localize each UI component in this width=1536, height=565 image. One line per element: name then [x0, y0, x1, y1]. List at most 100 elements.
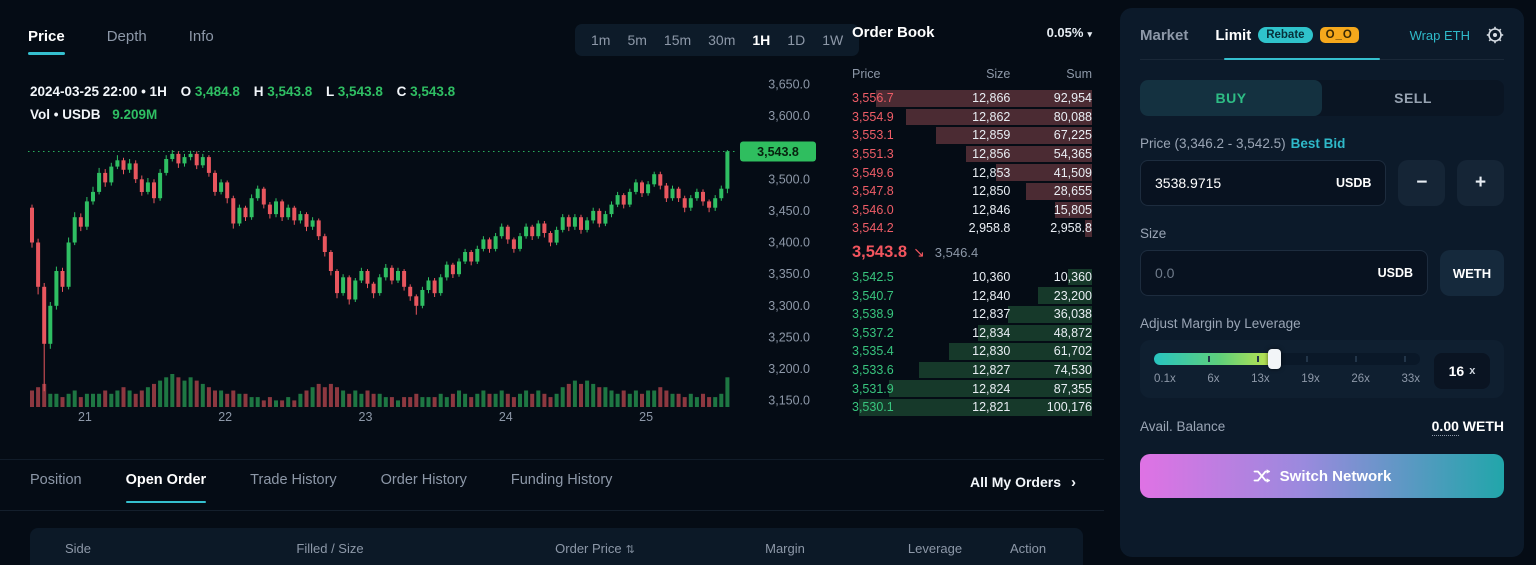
- leverage-mark-13x[interactable]: 13x: [1251, 373, 1270, 385]
- legend-low-label: L: [326, 84, 335, 99]
- chart-tab-depth[interactable]: Depth: [106, 28, 147, 45]
- order-book-ask-row[interactable]: 3,544.2 2,958.8 2,958.8: [852, 219, 1092, 238]
- order-book-column-headers: Price Size Sum: [852, 67, 1092, 81]
- order-book-bid-row[interactable]: 3,538.9 12,837 36,038: [852, 305, 1092, 324]
- timeframe-1h[interactable]: 1H: [752, 32, 771, 48]
- candlestick-chart[interactable]: 3,650.03,600.03,550.03,500.03,450.03,400…: [28, 72, 822, 424]
- active-tab-underline: [1224, 58, 1380, 60]
- orders-tab-trade-history[interactable]: Trade History: [250, 472, 337, 488]
- price-increment-button[interactable]: +: [1457, 160, 1504, 206]
- order-book-bid-row[interactable]: 3,542.5 10,360 10,360: [852, 268, 1092, 287]
- orders-col-margin: Margin: [765, 540, 805, 556]
- slider-tick: [1404, 356, 1406, 362]
- order-book-ask-row[interactable]: 3,547.8 12,850 28,655: [852, 182, 1092, 201]
- settings-gear-icon[interactable]: [1486, 26, 1504, 44]
- timeframe-1w[interactable]: 1W: [822, 32, 844, 48]
- chart-tab-price[interactable]: Price: [28, 28, 65, 55]
- orders-tab-position[interactable]: Position: [30, 472, 82, 488]
- timeframe-30m[interactable]: 30m: [708, 32, 736, 48]
- order-book-bid-row[interactable]: 3,540.7 12,840 23,200: [852, 286, 1092, 305]
- size-input[interactable]: [1155, 265, 1378, 281]
- order-book-bid-row[interactable]: 3,530.1 12,821 100,176: [852, 398, 1092, 417]
- order-book-mid-row[interactable]: 3,543.8 ↘ 3,546.4: [852, 238, 1092, 268]
- size-field-label: Size: [1140, 226, 1167, 241]
- shuffle-icon: [1253, 469, 1270, 483]
- emote-badge: O_O: [1319, 27, 1359, 43]
- timeframe-15m[interactable]: 15m: [663, 32, 692, 48]
- timeframe-5m[interactable]: 5m: [627, 32, 647, 48]
- order-book-ask-row[interactable]: 3,546.0 12,846 15,805: [852, 201, 1092, 220]
- available-balance-value: 0.00: [1431, 418, 1459, 436]
- svg-text:23: 23: [359, 410, 373, 424]
- leverage-value-box[interactable]: 16 x: [1434, 353, 1490, 389]
- timeframe-1d[interactable]: 1D: [787, 32, 806, 48]
- leverage-mark-19x[interactable]: 19x: [1301, 373, 1320, 385]
- leverage-mark-33x[interactable]: 33x: [1401, 373, 1420, 385]
- sell-button[interactable]: SELL: [1394, 90, 1432, 106]
- svg-text:3,600.0: 3,600.0: [768, 109, 810, 123]
- ob-sum: 100,176: [1046, 400, 1092, 415]
- chart-tab-info[interactable]: Info: [188, 28, 214, 45]
- order-book-ask-row[interactable]: 3,553.1 12,859 67,225: [852, 126, 1092, 145]
- order-book-ask-row[interactable]: 3,551.3 12,856 54,365: [852, 145, 1092, 164]
- legend-high-label: H: [253, 84, 264, 99]
- legend-open-value: 3,484.8: [194, 84, 240, 99]
- wrap-eth-link[interactable]: Wrap ETH: [1409, 27, 1470, 43]
- orders-tab-funding-history[interactable]: Funding History: [510, 472, 613, 488]
- ob-price: 3,531.9: [852, 381, 894, 396]
- price-input[interactable]: [1155, 175, 1336, 191]
- order-book-bids: 3,542.5 10,360 10,360 3,540.7 12,840 23,200 3,…: [852, 268, 1092, 417]
- order-book-ask-row[interactable]: 3,556.7 12,866 92,954: [852, 89, 1092, 108]
- timeframe-1m[interactable]: 1m: [591, 32, 611, 48]
- leverage-slider-thumb[interactable]: [1267, 349, 1281, 369]
- price-unit: USDB: [1336, 176, 1372, 190]
- legend-datetime: 2024-03-25 22:00 • 1H: [30, 84, 167, 99]
- depth-bar: [965, 145, 1092, 163]
- svg-text:3,250.0: 3,250.0: [768, 331, 810, 345]
- price-field-label: Price (3,346.2 - 3,542.5) Best Bid: [1140, 136, 1346, 151]
- ob-price: 3,556.7: [852, 91, 894, 106]
- tab-market[interactable]: Market: [1140, 26, 1189, 44]
- leverage-mark-26x[interactable]: 26x: [1351, 373, 1370, 385]
- svg-text:3,350.0: 3,350.0: [768, 267, 810, 281]
- svg-text:3,300.0: 3,300.0: [768, 299, 810, 313]
- legend-high-value: 3,543.8: [267, 84, 313, 99]
- slider-tick: [1257, 356, 1259, 362]
- switch-network-button[interactable]: Switch Network: [1140, 454, 1504, 498]
- ob-size: 12,850: [972, 184, 1011, 199]
- tab-limit[interactable]: Limit: [1215, 26, 1252, 44]
- leverage-mark-0.1x[interactable]: 0.1x: [1154, 373, 1176, 385]
- chart-view-tabs: Price Depth Info: [28, 28, 214, 55]
- order-book-bid-row[interactable]: 3,535.4 12,830 61,702: [852, 342, 1092, 361]
- order-book-ask-row[interactable]: 3,554.9 12,862 80,088: [852, 108, 1092, 127]
- order-book-grouping-dropdown[interactable]: 0.05% ▾: [1046, 25, 1092, 40]
- best-bid-link[interactable]: Best Bid: [1290, 136, 1346, 151]
- svg-text:3,150.0: 3,150.0: [768, 394, 810, 408]
- ob-sum: 10,360: [1053, 270, 1092, 285]
- orders-col-action: Action: [1010, 540, 1047, 556]
- leverage-slider-track[interactable]: [1154, 349, 1420, 369]
- leverage-mark-6x[interactable]: 6x: [1207, 373, 1220, 385]
- depth-bar: [1055, 201, 1092, 219]
- orders-tab-order-history[interactable]: Order History: [380, 472, 467, 488]
- order-book-bid-row[interactable]: 3,531.9 12,824 87,355: [852, 379, 1092, 398]
- orders-tab-open-order[interactable]: Open Order: [125, 472, 206, 503]
- buy-button[interactable]: BUY: [1140, 80, 1322, 116]
- order-book-bid-row[interactable]: 3,533.6 12,827 74,530: [852, 361, 1092, 380]
- order-book-col-price: Price: [852, 67, 881, 81]
- leverage-slider-fill: [1154, 353, 1274, 365]
- ob-size: 12,821: [972, 400, 1011, 415]
- sort-icon[interactable]: ⇅: [625, 543, 635, 556]
- svg-text:24: 24: [499, 410, 513, 424]
- size-currency-button[interactable]: WETH: [1440, 250, 1504, 296]
- orders-col-filled-size: Filled / Size: [296, 540, 364, 556]
- order-book-ask-row[interactable]: 3,549.6 12,853 41,509: [852, 163, 1092, 182]
- price-decrement-button[interactable]: −: [1398, 160, 1446, 206]
- chevron-right-icon: ›: [1071, 474, 1076, 491]
- order-book-bid-row[interactable]: 3,537.2 12,834 48,872: [852, 324, 1092, 343]
- order-book-col-size: Size: [986, 67, 1011, 81]
- volume-value: 9.209M: [112, 107, 158, 122]
- ob-size: 2,958.8: [968, 221, 1011, 236]
- all-my-orders-link[interactable]: All My Orders ›: [969, 474, 1076, 491]
- svg-text:3,450.0: 3,450.0: [768, 204, 810, 218]
